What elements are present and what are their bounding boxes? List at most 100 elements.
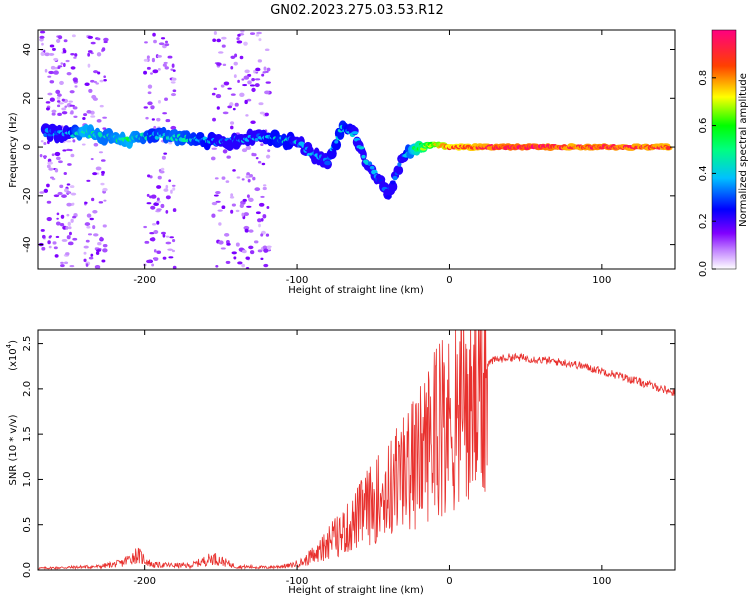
noise-speckle <box>53 194 60 198</box>
noise-speckle <box>51 47 56 51</box>
noise-speckle <box>84 82 90 87</box>
noise-speckle <box>221 36 227 40</box>
noise-speckle <box>257 59 263 63</box>
noise-speckle <box>60 223 65 227</box>
noise-speckle <box>241 178 245 181</box>
noise-speckle <box>261 162 266 166</box>
snr-scale-exponent: 4 <box>5 343 13 348</box>
noise-speckle <box>82 116 86 120</box>
noise-speckle <box>163 61 168 64</box>
noise-speckle <box>236 40 243 44</box>
noise-speckle <box>215 200 221 203</box>
noise-speckle <box>163 188 169 192</box>
noise-speckle <box>260 233 264 237</box>
noise-speckle <box>258 38 262 42</box>
noise-speckle <box>233 61 238 66</box>
noise-speckle <box>48 167 54 171</box>
noise-speckle <box>263 184 267 187</box>
noise-speckle <box>63 261 69 265</box>
noise-speckle <box>70 66 76 70</box>
noise-speckle <box>46 183 50 188</box>
noise-speckle <box>231 203 236 207</box>
noise-speckle <box>99 236 103 241</box>
noise-speckle <box>44 68 48 73</box>
noise-speckle <box>165 184 169 190</box>
noise-speckle <box>61 98 65 102</box>
noise-speckle <box>164 43 170 47</box>
svg-text:(x104): (x104) <box>5 340 19 371</box>
noise-speckle <box>218 51 224 54</box>
noise-speckle <box>245 145 252 150</box>
spectrogram-ylabel: Frequency (Hz) <box>8 112 19 188</box>
noise-speckle <box>55 221 61 226</box>
noise-speckle <box>165 241 172 245</box>
noise-speckle <box>255 71 259 74</box>
noise-speckle <box>67 221 71 226</box>
noise-speckle <box>71 202 75 206</box>
noise-speckle <box>170 125 177 130</box>
colorbar-tick-label: 0.6 <box>698 118 709 134</box>
y-tick-label: 40 <box>22 43 33 56</box>
noise-speckle <box>92 225 96 230</box>
noise-speckle <box>222 111 229 115</box>
x-tick-label: 100 <box>592 576 611 587</box>
noise-speckle <box>155 200 161 204</box>
noise-speckle <box>101 173 105 176</box>
noise-speckle <box>237 261 243 265</box>
noise-speckle <box>47 161 53 165</box>
noise-speckle <box>262 71 267 74</box>
ridge-core <box>298 141 305 146</box>
spectrogram-xlabel: Height of straight line (km) <box>288 285 424 296</box>
noise-speckle <box>57 112 62 116</box>
noise-speckle <box>229 102 234 107</box>
noise-speckle <box>40 51 45 57</box>
noise-speckle <box>46 200 52 204</box>
noise-speckle <box>45 101 51 104</box>
noise-speckle <box>93 142 99 147</box>
noise-speckle <box>217 209 223 212</box>
noise-speckle <box>156 117 161 122</box>
noise-speckle <box>157 55 162 58</box>
noise-speckle <box>156 250 162 254</box>
noise-speckle <box>90 115 96 118</box>
noise-speckle <box>152 69 159 74</box>
noise-speckle <box>265 81 271 84</box>
noise-speckle <box>240 30 245 33</box>
noise-speckle <box>49 44 55 48</box>
noise-speckle <box>230 66 234 70</box>
noise-speckle <box>61 194 67 198</box>
noise-speckle <box>245 256 250 260</box>
noise-speckle <box>150 205 156 210</box>
noise-speckle <box>61 111 68 115</box>
noise-speckle <box>144 240 150 244</box>
noise-speckle <box>143 225 147 229</box>
noise-speckle <box>160 37 166 40</box>
noise-speckle <box>146 193 150 197</box>
y-tick-label: -40 <box>22 236 33 252</box>
noise-speckle <box>39 37 44 42</box>
noise-speckle <box>243 212 249 217</box>
noise-speckle <box>100 159 106 162</box>
noise-speckle <box>170 81 176 84</box>
noise-speckle <box>265 154 271 159</box>
noise-speckle <box>254 83 260 88</box>
ridge-core <box>351 131 359 135</box>
noise-speckle <box>237 33 241 37</box>
noise-speckle <box>73 115 78 118</box>
noise-speckle <box>151 118 155 121</box>
noise-speckle <box>147 174 151 178</box>
noise-speckle <box>249 32 256 35</box>
noise-speckle <box>239 203 244 209</box>
noise-speckle <box>264 48 270 52</box>
noise-speckle <box>225 180 230 183</box>
noise-speckle <box>244 69 250 74</box>
noise-speckle <box>57 191 63 196</box>
noise-speckle <box>146 66 151 70</box>
noise-speckle <box>151 57 155 63</box>
noise-speckle <box>67 163 72 166</box>
noise-speckle <box>147 91 152 95</box>
noise-speckle <box>151 237 155 242</box>
noise-speckle <box>235 209 240 213</box>
colorbar-tick-label: 0.8 <box>698 70 709 86</box>
noise-speckle <box>252 176 256 181</box>
